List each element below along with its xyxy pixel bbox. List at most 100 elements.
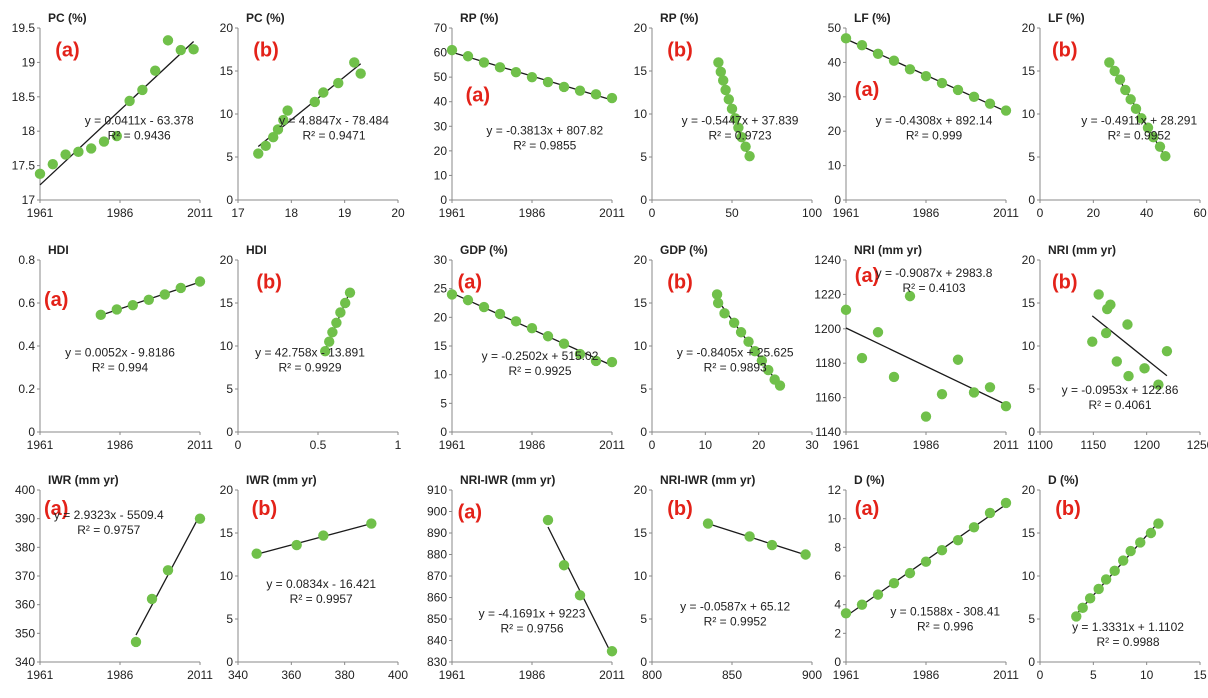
x-tick-label: 850 bbox=[722, 668, 742, 682]
data-point bbox=[733, 122, 744, 133]
chart-panel: 0 5 10 15 20 0 10 20 30 GDP (%) (b) y = -0.8405x + … bbox=[634, 243, 819, 452]
data-point bbox=[159, 289, 170, 300]
panel-title: IWR (mm yr) bbox=[246, 473, 317, 487]
data-point bbox=[366, 518, 377, 529]
data-point bbox=[1114, 74, 1126, 85]
data-point bbox=[744, 531, 755, 542]
x-tick-label: 1986 bbox=[519, 206, 546, 220]
regression-equation: y = -0.3813x + 807.82 bbox=[486, 124, 603, 138]
data-point bbox=[1153, 518, 1164, 529]
data-point bbox=[574, 590, 586, 601]
regression-equation: y = -0.2502x + 515.02 bbox=[482, 349, 599, 363]
x-tick-label: 60 bbox=[1193, 206, 1207, 220]
data-point bbox=[766, 539, 778, 551]
y-tick-label: 5 bbox=[640, 612, 647, 626]
y-tick-label: 10 bbox=[220, 339, 234, 353]
y-tick-label: 10 bbox=[434, 368, 448, 382]
y-tick-label: 0 bbox=[1028, 193, 1035, 207]
x-tick-label: 17 bbox=[231, 206, 245, 220]
y-tick-label: 15 bbox=[220, 64, 234, 78]
y-tick-label: 10 bbox=[434, 168, 448, 182]
data-point bbox=[320, 345, 331, 357]
data-point bbox=[1135, 537, 1146, 548]
data-point bbox=[278, 114, 289, 126]
data-point bbox=[800, 549, 811, 560]
r-squared-label: R² = 0.9957 bbox=[290, 592, 353, 606]
regression-equation: y = -0.4911x + 28.291 bbox=[1081, 113, 1197, 127]
data-point bbox=[920, 411, 932, 422]
data-point bbox=[1142, 122, 1154, 133]
y-tick-label: 0.6 bbox=[18, 296, 35, 310]
data-point bbox=[510, 67, 522, 78]
x-tick-label: 2011 bbox=[599, 206, 625, 220]
data-point bbox=[606, 356, 618, 368]
data-point bbox=[1125, 94, 1136, 105]
data-point bbox=[282, 105, 293, 116]
y-tick-label: 0.2 bbox=[18, 382, 35, 396]
chart-panel: 0 5 10 15 20 0 0.5 1 HDI (b) y = 42.758x - 13.891R… bbox=[220, 243, 402, 452]
data-point bbox=[340, 297, 351, 309]
data-point bbox=[606, 646, 618, 657]
data-point bbox=[309, 96, 320, 108]
y-tick-label: 20 bbox=[220, 483, 234, 497]
data-point bbox=[856, 352, 868, 364]
data-point bbox=[856, 599, 868, 610]
y-tick-label: 870 bbox=[427, 569, 447, 583]
y-tick-label: 10 bbox=[220, 107, 234, 121]
data-point bbox=[723, 94, 734, 105]
data-point bbox=[558, 338, 570, 349]
y-tick-label: 1160 bbox=[815, 391, 841, 405]
data-point bbox=[98, 136, 110, 147]
chart-panel: 0 5 10 15 20 340 360 380 400 IWR (mm yr) (b) y = 0.… bbox=[220, 473, 409, 682]
data-point bbox=[60, 149, 71, 160]
r-squared-label: R² = 0.9757 bbox=[77, 523, 140, 537]
y-tick-label: 4 bbox=[834, 598, 841, 612]
panel-tag: (a) bbox=[855, 265, 879, 287]
x-tick-label: 360 bbox=[281, 668, 301, 682]
data-point bbox=[718, 75, 729, 86]
r-squared-label: R² = 0.9436 bbox=[108, 128, 171, 142]
data-point bbox=[111, 130, 123, 142]
chart-panel: 0 0.2 0.4 0.6 0.8 1961 1986 2011 HDI (a) y = 0.005… bbox=[18, 243, 213, 452]
data-point bbox=[904, 64, 916, 75]
data-point bbox=[936, 545, 948, 556]
data-point bbox=[1093, 583, 1104, 595]
data-point bbox=[749, 345, 761, 357]
data-point bbox=[462, 51, 474, 62]
data-point bbox=[272, 124, 284, 135]
panel-title: NRI (mm yr) bbox=[854, 243, 922, 257]
data-point bbox=[333, 77, 344, 89]
y-tick-label: 2 bbox=[834, 626, 841, 640]
data-point bbox=[194, 513, 206, 524]
data-point bbox=[968, 387, 980, 398]
x-tick-label: 19 bbox=[338, 206, 352, 220]
y-tick-label: 12 bbox=[828, 483, 842, 497]
chart-panel: 0 2 4 6 8 10 12 1961 1986 2011 D (%) (a) y = 0.1588x… bbox=[828, 473, 1020, 682]
panel-tag: (b) bbox=[1055, 498, 1081, 520]
data-point bbox=[251, 548, 262, 559]
data-point bbox=[888, 55, 900, 66]
y-tick-label: 20 bbox=[1022, 253, 1036, 267]
y-tick-label: 20 bbox=[220, 253, 234, 267]
data-point bbox=[73, 146, 84, 158]
x-tick-label: 380 bbox=[335, 668, 355, 682]
r-squared-label: R² = 0.9988 bbox=[1096, 635, 1159, 649]
regression-equation: y = -0.5447x + 37.839 bbox=[682, 113, 799, 127]
data-point bbox=[95, 309, 107, 321]
data-point bbox=[1100, 574, 1112, 585]
data-point bbox=[904, 290, 916, 302]
panel-title: LF (%) bbox=[1048, 11, 1085, 25]
x-tick-label: 1100 bbox=[1027, 438, 1053, 452]
data-point bbox=[728, 317, 740, 328]
y-tick-label: 30 bbox=[434, 253, 448, 267]
y-tick-label: 20 bbox=[1022, 21, 1036, 35]
trend-line bbox=[1091, 315, 1168, 377]
y-tick-label: 30 bbox=[828, 90, 842, 104]
data-point bbox=[856, 40, 868, 51]
panel-title: NRI-IWR (mm yr) bbox=[460, 473, 555, 487]
data-point bbox=[1125, 545, 1136, 557]
data-point bbox=[952, 354, 964, 365]
data-point bbox=[111, 304, 123, 315]
